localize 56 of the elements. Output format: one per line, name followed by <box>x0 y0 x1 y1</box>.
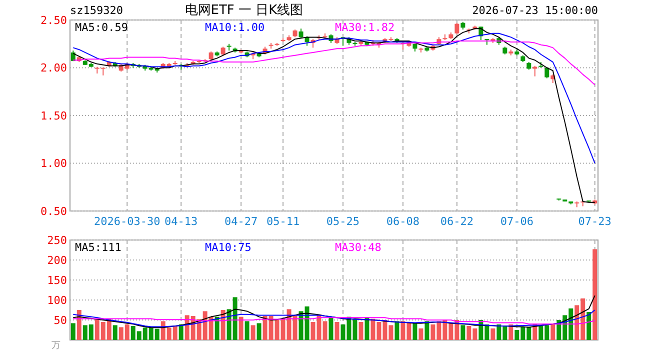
candlestick <box>304 36 310 46</box>
series-label: MA10:1.00 <box>205 21 265 34</box>
y-tick-label: 1.00 <box>40 157 67 170</box>
x-tick-label: 05-11 <box>266 215 300 228</box>
bar <box>418 328 424 340</box>
text: MA10:75 <box>205 241 252 254</box>
bar <box>238 316 244 340</box>
line-series <box>72 310 596 328</box>
bar <box>328 316 334 340</box>
x-tick-label: 06-08 <box>386 215 420 228</box>
bar <box>424 321 430 340</box>
series-label: MA30:1.82 <box>335 21 395 34</box>
bar <box>178 324 184 340</box>
y-tick-label: 150 <box>47 274 67 287</box>
bar <box>358 322 364 340</box>
bar <box>334 322 340 340</box>
y-tick-label: 250 <box>47 234 67 247</box>
y-axis-title: 万 <box>52 341 60 351</box>
y-tick-label: 100 <box>47 294 67 307</box>
bar <box>592 249 598 340</box>
y-tick-label: 200 <box>47 254 67 267</box>
x-tick-label: 07-23 <box>578 215 612 228</box>
y-tick-label: 2.00 <box>40 62 67 75</box>
bar <box>490 328 496 340</box>
chart-title: 电网ETF 一 日K线图 <box>184 3 304 18</box>
x-tick-label: 04-13 <box>164 215 198 228</box>
bar <box>460 325 466 340</box>
bar <box>412 322 418 340</box>
bar <box>256 323 262 340</box>
candlestick <box>298 28 304 39</box>
bar <box>586 312 592 340</box>
bar <box>508 324 514 340</box>
x-tick-label: 04-27 <box>224 215 258 228</box>
bar <box>70 323 76 340</box>
text: MA5:111 <box>75 241 122 254</box>
candlestick <box>454 22 460 35</box>
x-tick-label: 05-25 <box>326 215 360 228</box>
y-tick-label: 50 <box>54 314 67 327</box>
bar <box>250 325 256 340</box>
bar <box>364 317 370 340</box>
x-tick-label: 07-06 <box>500 215 534 228</box>
bar <box>244 321 250 340</box>
y-tick-label: 2.50 <box>40 14 67 27</box>
line-series <box>72 317 596 324</box>
bar <box>76 310 82 340</box>
x-tick-label: 06-22 <box>440 215 474 228</box>
bar <box>394 321 400 340</box>
x-tick-label: 2026-03-30 <box>94 215 160 228</box>
series-label: MA5:0.59 <box>75 21 128 34</box>
y-tick-label: 0.50 <box>40 204 67 218</box>
chart-subtitle: sz159320 <box>70 4 123 17</box>
bar <box>550 324 556 340</box>
bar <box>112 325 118 340</box>
y-tick-label: 1.50 <box>40 109 67 122</box>
text: MA30:48 <box>335 241 382 254</box>
text: 2026-07-23 15:00:00 <box>472 4 598 17</box>
